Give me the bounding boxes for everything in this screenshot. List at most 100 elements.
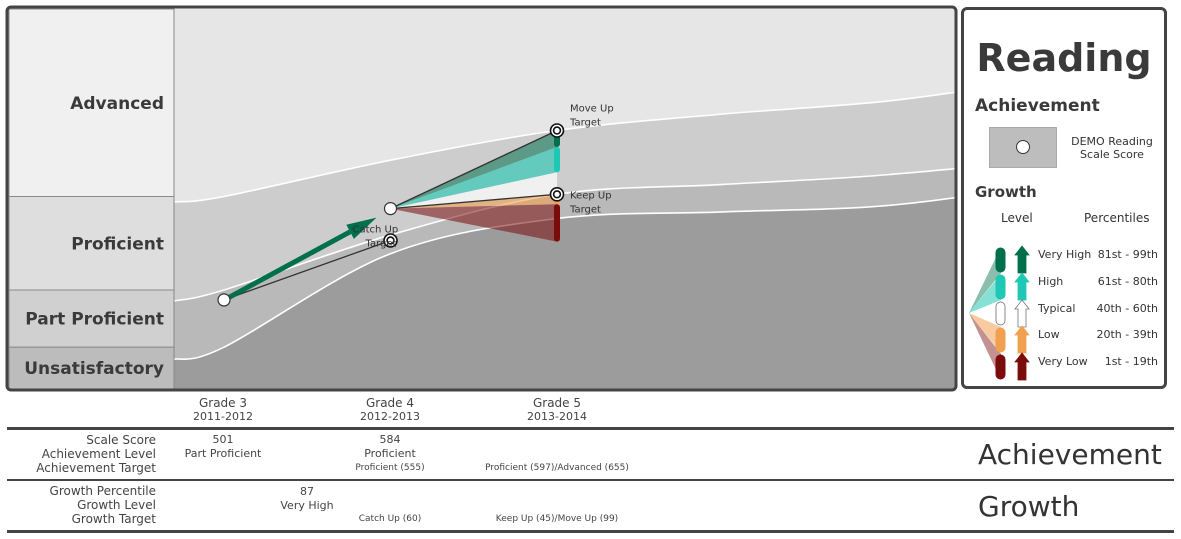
score-markers [217,123,565,307]
legend-level-header: Level [1001,211,1033,225]
growth-level-3-to-4: Very High [280,499,334,512]
catch-up-target-marker-inner [386,236,395,245]
legend-arrow-very-high-icon [1014,245,1030,274]
legend-bar-very-low [995,354,1006,380]
legend-pct-high: 61st - 80th [1097,275,1158,288]
legend-fan-high [969,274,1001,313]
label-proficient: Proficient [71,234,164,254]
legend-pct-very-low: 1st - 19th [1104,355,1158,368]
legend-pct-low: 20th - 39th [1096,328,1158,341]
row-label-achievement-level: Achievement Level [41,447,156,461]
legend-arrow-typical-icon [1014,299,1030,328]
move-up-line [390,129,558,210]
move-up-target-label-line-1: Move Up [570,104,614,115]
legend-bar-very-high [995,247,1006,273]
grade-5-year: 2013-2014 [527,410,587,423]
grade-4-growth-target: Catch Up (60) [358,514,422,524]
legend-level-very-low: Very Low [1038,355,1088,368]
legend-percentiles-header: Percentiles [1084,211,1150,225]
legend-pct-typical: 40th - 60th [1096,302,1158,315]
grade-4-scale-score: 584 [379,433,401,446]
catch-up-target-label: Catch Up Target [353,225,399,250]
cut-line-part-proficient [174,196,955,361]
scale-score-point-grade-3 [217,293,231,307]
legend-bar-typical [995,301,1006,326]
legend-achievement-heading: Achievement [975,96,1100,116]
chart-frame [5,5,958,392]
label-part-proficient: Part Proficient [25,310,164,330]
growth-arrow-shaft [226,229,352,301]
grade-4-achievement-target: Proficient (555) [355,463,425,473]
growth-fan-typical [390,172,557,209]
row-label-growth-percentile: Growth Percentile [49,484,156,498]
grade-4-achievement-level: Proficient [364,447,416,460]
table-divider-middle [7,479,1174,481]
legend-arrow-high-icon [1014,272,1030,301]
grade-5-label: Grade 5 [532,396,582,410]
label-unsatisfactory: Unsatisfactory [24,359,164,379]
grade-3-scale-score: 501 [212,433,234,446]
legend-bar-low [995,327,1006,353]
legend-fan-very-low [969,313,1001,380]
row-label-achievement-target: Achievement Target [36,461,156,475]
legend-bar-high [995,274,1006,300]
legend-fan-typical [969,301,1001,326]
legend-fan-low [969,313,1001,353]
keep-up-target-marker-inner [552,190,562,199]
grade-5-growth-target: Keep Up (45)/Move Up (99) [495,514,619,524]
target-labels: Catch Up Target Move Up Target Keep Up Target [353,104,614,250]
legend-level-low: Low [1038,328,1060,341]
growth-section-title: Growth [978,490,1080,523]
keep-up-target-label-line-1: Keep Up [570,190,612,201]
move-up-target-label-line-2: Target [569,118,601,129]
legend-arrow-low-icon [1014,325,1030,354]
grade-4-label: Grade 4 [365,396,415,410]
grade-5-achievement-target: Proficient (597)/Advanced (655) [485,463,629,473]
legend-level-typical: Typical [1038,302,1076,315]
label-advanced: Advanced [70,94,164,114]
legend-level-high: High [1038,275,1064,288]
growth-fan-very-low [390,204,557,242]
grade-3-label: Grade 3 [198,396,248,410]
level-label-column: Advanced Proficient Part Proficient Unsatis… [8,8,175,390]
keep-up-target-label-line-2: Target [569,204,601,215]
scale-score-marker-icon [1016,140,1030,154]
band-unsatisfactory [174,197,955,389]
row-label-scale-score: Scale Score [86,433,156,447]
grade-4-year: 2012-2013 [360,410,420,423]
move-up-target-marker-inner [552,126,562,135]
catch-up-target-label-line-2: Target [365,239,397,250]
cut-line-advanced [174,91,955,203]
legend-panel: Reading Achievement DEMO Reading Scale S… [961,7,1167,389]
score-table: Grade 3 2011-2012 Grade 4 2012-2013 Grad… [0,390,1181,539]
catch-up-line [223,239,391,301]
legend-pct-very-high: 81st - 99th [1097,248,1158,261]
achievement-chart: Advanced Proficient Part Proficient Unsatis… [5,5,958,392]
growth-percentile-3-to-4: 87 [300,485,314,498]
row-label-growth-target: Growth Target [71,512,156,526]
legend-title: Reading [976,36,1152,80]
grade-3-year: 2011-2012 [193,410,253,423]
trajectory-lines [223,129,558,301]
legend-growth-heading: Growth [975,183,1037,201]
achievement-bands [174,9,955,389]
growth-arrow-head [346,217,377,239]
legend-fan-very-high [969,247,1001,313]
legend-scale-score-swatch [989,127,1057,168]
keep-up-target-label: Keep Up Target [569,190,612,215]
row-label-growth-level: Growth Level [77,498,156,512]
keep-up-line [390,193,558,210]
legend-growth-graphic [969,245,1030,381]
table-divider-top [7,427,1174,430]
grade-3-achievement-level: Part Proficient [184,447,262,460]
legend-scale-score-label: DEMO Reading Scale Score [1071,135,1153,161]
cut-line-proficient [174,167,955,302]
scale-score-point-grade-4 [383,202,398,216]
legend-arrow-very-low-icon [1014,352,1030,381]
growth-fan-high [390,147,557,209]
table-divider-bottom [7,530,1174,533]
achievement-section-title: Achievement [978,438,1162,471]
move-up-target-label: Move Up Target [569,104,614,129]
catch-up-target-label-line-1: Catch Up [353,225,399,236]
